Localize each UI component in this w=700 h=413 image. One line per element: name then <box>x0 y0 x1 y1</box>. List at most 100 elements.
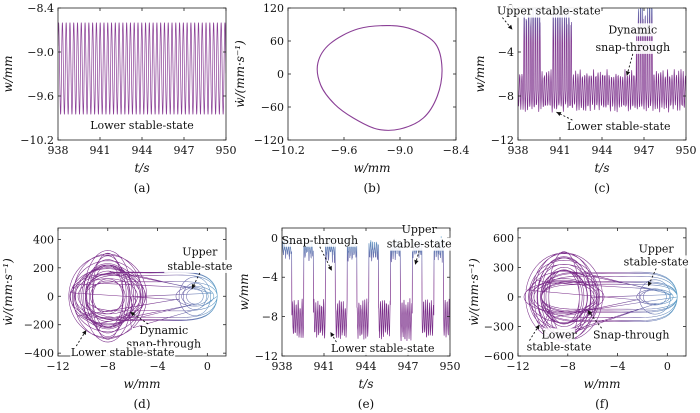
x-tick-label: 950 <box>216 144 237 157</box>
y-tick-label: −600 <box>484 350 514 363</box>
x-tick-label: 941 <box>314 360 335 373</box>
annotation-arrowhead <box>414 259 419 265</box>
panel-a-xlabel: t/s <box>134 161 149 175</box>
series-line <box>282 236 450 342</box>
panel-b-frame <box>287 7 457 141</box>
panel-b-xlabel: w/mm <box>353 161 390 175</box>
panel-e: 938 941 944 947 950 −12 −8 −4 0 t/s w/mm (e) Sna… <box>237 222 461 411</box>
annotation-backdrop <box>89 119 195 132</box>
annotation-label: Lower stable-state <box>331 342 435 355</box>
panel-a-ylabel: w/mm <box>1 55 15 92</box>
annotation-arrowhead <box>191 283 196 289</box>
annotation-label: stable-state <box>167 260 232 273</box>
annotation-label: Lower stable-state <box>90 119 194 132</box>
panel-e-ylabel: w/mm <box>237 273 251 310</box>
annotation-arrowhead <box>587 310 593 316</box>
annotation-label: Upper <box>639 243 675 256</box>
x-tick-label: −8 <box>560 360 576 373</box>
series-line <box>518 8 686 113</box>
y-tick-label: 200 <box>33 262 54 275</box>
panel-b-plot <box>316 25 443 131</box>
x-tick-label: 938 <box>48 144 69 157</box>
panel-a: 938 941 944 947 950 −10.2 −9.6 −9.0 −8.4 t/s w/m… <box>1 2 237 195</box>
annotation-label: snap-through <box>595 41 670 54</box>
x-tick-label: 0 <box>204 360 211 373</box>
y-tick-label: −9.6 <box>27 90 54 103</box>
series-phase-trajectory <box>523 251 678 343</box>
panel-f-xlabel: w/mm <box>583 377 620 391</box>
annotation-arrow <box>529 324 540 341</box>
annotation-arrowhead <box>82 330 87 335</box>
y-tick-label: 0 <box>271 232 278 245</box>
x-tick-label: 944 <box>356 360 377 373</box>
panel-d-xlabel: w/mm <box>123 377 160 391</box>
annotation-arrowhead <box>556 112 562 117</box>
panel-a-ticks: 938 941 944 947 950 −10.2 −9.6 −9.0 −8.4 <box>20 2 236 157</box>
annotation-label: stable-state <box>624 255 689 268</box>
annotation-label: Dynamic <box>139 324 188 337</box>
annotation-backdrop <box>496 4 602 18</box>
annotation-label: Upper <box>402 223 438 236</box>
annotation-arrowhead <box>327 265 332 271</box>
series-orbit <box>316 25 443 131</box>
y-tick-label: −12 <box>491 134 514 147</box>
annotation-arrowhead <box>625 70 631 76</box>
series-line <box>58 22 226 115</box>
x-tick-label: 938 <box>508 144 529 157</box>
panel-f-ylabel: ẇ/(mm·s⁻¹) <box>467 258 481 326</box>
annotation-backdrop <box>597 40 669 54</box>
panel-f-annotations: Upperstable-stateLowerstable-stateSnap-t… <box>523 242 692 354</box>
y-tick-label: −9.0 <box>27 46 54 59</box>
panel-a-annotations: Lower stable-state <box>89 119 195 132</box>
y-tick-label: −10.2 <box>20 134 54 147</box>
annotation-arrow <box>556 111 573 121</box>
y-tick-label: −300 <box>484 320 514 333</box>
y-tick-label: −400 <box>24 347 54 360</box>
panel-e-caption: (e) <box>358 397 374 411</box>
annotation-backdrop <box>611 23 655 37</box>
annotation-arrowhead <box>330 332 335 338</box>
x-tick-label: −12 <box>506 360 529 373</box>
panel-a-caption: (a) <box>134 181 151 195</box>
y-tick-label: 300 <box>493 261 514 274</box>
annotation-backdrop <box>183 245 216 259</box>
x-tick-label: 938 <box>272 360 293 373</box>
panel-b-ticks: −10.2 −9.6 −9.0 −8.4 −120 −60 0 60 120 <box>254 2 470 157</box>
x-tick-label: 947 <box>398 360 419 373</box>
x-tick-label: −8 <box>100 360 116 373</box>
panel-d-ylabel: ẇ/(mm·s⁻¹) <box>1 258 15 326</box>
x-tick-label: 0 <box>664 360 671 373</box>
annotation-arrow <box>75 329 87 347</box>
annotation-label: Upper stable-state <box>497 5 601 18</box>
annotation-arrow <box>319 246 333 271</box>
y-tick-label: 0 <box>507 291 514 304</box>
panel-b-ylabel: ẇ/(mm·s⁻¹) <box>233 40 247 108</box>
annotation-arrowhead <box>507 24 513 30</box>
panel-e-ticks: 938 941 944 947 950 −12 −8 −4 0 <box>255 228 461 373</box>
y-tick-label: 120 <box>263 2 284 15</box>
panel-e-plot <box>282 236 450 342</box>
annotation-arrowhead <box>535 324 540 330</box>
panel-d-plot <box>68 250 218 343</box>
panel-d-caption: (d) <box>133 397 150 411</box>
y-tick-label: −200 <box>24 319 54 332</box>
y-tick-label: 600 <box>493 232 514 245</box>
annotation-label: stable-state <box>527 341 592 354</box>
panel-a-plot <box>58 22 226 115</box>
panel-c-plot <box>518 8 686 113</box>
panel-c-annotations: Upper stable-state Dynamic snap-through Low… <box>496 4 672 134</box>
panel-f-plot <box>523 251 678 343</box>
panel-c-ylabel: w/mm <box>473 55 487 92</box>
y-tick-label: −4 <box>498 46 514 59</box>
annotation-backdrop <box>284 233 356 247</box>
annotation-backdrop <box>70 346 176 359</box>
annotation-label: Snap-through <box>282 234 359 247</box>
annotation-backdrop <box>383 237 455 251</box>
y-tick-label: 400 <box>33 233 54 246</box>
annotation-label: Lower stable-state <box>71 346 175 359</box>
y-tick-label: −60 <box>261 101 284 114</box>
annotation-backdrop <box>142 323 186 337</box>
panel-e-xlabel: t/s <box>358 377 373 391</box>
